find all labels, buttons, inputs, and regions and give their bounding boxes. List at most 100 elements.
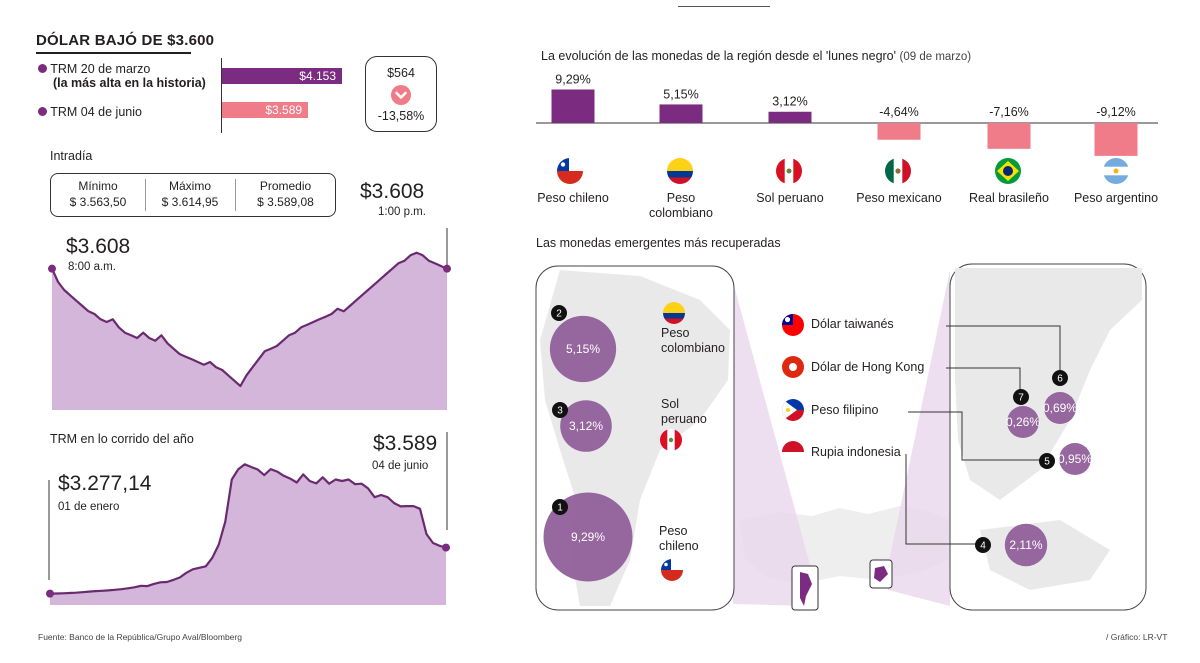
zoom-cone-latam (733, 282, 812, 606)
taiwan-leader (946, 325, 1061, 372)
region-category-label: Sol peruano (735, 191, 845, 206)
region-title-note: (09 de marzo) (899, 51, 972, 63)
flag-indonesia-icon (782, 441, 804, 463)
region-category-line: Peso argentino (1073, 191, 1159, 205)
trm-now-label: TRM 04 de junio (50, 105, 142, 119)
ytd-end-date: 04 de junio (372, 460, 429, 472)
stat-divider (235, 179, 236, 211)
region-value-label: 9,29% (555, 73, 590, 87)
rank-badge-number: 3 (557, 406, 563, 417)
region-bar (877, 123, 921, 140)
flag-colombia-icon (667, 158, 693, 184)
label-chile: Peso chileno (659, 524, 699, 554)
recovery-value-label: 5,15% (566, 342, 600, 356)
intraday-area (52, 252, 447, 410)
ytd-end-value: $3.589 (373, 432, 438, 455)
flag-peru-icon (776, 158, 802, 184)
intraday-end-value: $3.608 (360, 180, 425, 203)
rank-badge-number: 4 (980, 541, 986, 552)
label-chile-line2: chileno (659, 539, 699, 553)
label-hongkong: Dólar de Hong Kong (811, 360, 925, 374)
recovery-bubble (560, 400, 612, 452)
zoom-cone-asia (888, 270, 950, 606)
region-value-label: -4,64% (879, 105, 919, 119)
recovery-value-label: 0,95% (1058, 452, 1092, 466)
stat-avg: Promedio $ 3.589,08 (236, 174, 335, 216)
region-bar (659, 104, 703, 123)
label-peru: Sol peruano (661, 397, 707, 427)
region-bar (551, 89, 595, 123)
label-colombia-line2: colombiano (661, 341, 725, 355)
change-pct: -13,58% (377, 109, 425, 123)
stat-divider (145, 179, 146, 211)
region-category-line: Real brasileño (969, 191, 1049, 205)
recovery-value-label: 0,69% (1043, 401, 1077, 415)
region-value-label: 5,15% (663, 87, 698, 101)
source-note: Fuente: Banco de la República/Grupo Aval… (38, 632, 242, 642)
title-rule (36, 52, 191, 54)
asia-locator-shape (874, 566, 888, 582)
region-category-line: colombiano (649, 206, 713, 220)
trm-high-bar: $4.153 (222, 68, 342, 84)
label-peru-line1: Sol (661, 397, 680, 411)
flag-peru-small-icon (660, 429, 682, 451)
region-category-label: Peso mexicano (844, 191, 954, 206)
trm-now-legend: TRM 04 de junio (38, 105, 142, 120)
flag-chile-small-icon (661, 559, 683, 581)
region-value-label: -9,12% (1096, 105, 1136, 119)
region-category-label: Peso colombiano (626, 191, 736, 221)
intraday-line (51, 251, 448, 388)
region-category-line: Sol peruano (756, 191, 824, 205)
rank-badge-number: 7 (1018, 393, 1024, 404)
region-value-label: 3,12% (772, 95, 807, 109)
flag-mexico-icon (885, 158, 911, 184)
trm-high-legend: TRM 20 de marzo (38, 62, 150, 77)
trm-high-label: TRM 20 de marzo (50, 62, 151, 76)
rank-badge-number: 6 (1057, 374, 1063, 385)
stat-avg-value: $ 3.589,08 (257, 195, 314, 209)
label-indonesia: Rupia indonesia (811, 445, 901, 459)
recovery-bubble (549, 315, 617, 383)
legend-dot-icon (38, 64, 47, 73)
change-abs: $564 (387, 66, 415, 80)
flag-philippines-icon (782, 399, 804, 421)
region-bar (1094, 123, 1138, 156)
region-title-text: La evolución de las monedas de la región… (541, 49, 897, 63)
hongkong-leader (946, 367, 1021, 394)
recovery-bubble (1004, 523, 1048, 567)
credit-note: / Gráfico: LR-VT (1106, 632, 1168, 642)
stat-max-label: Máximo (168, 179, 211, 193)
stat-min-label: Mínimo (78, 179, 118, 193)
rank-badge (975, 537, 991, 553)
flag-hongkong-icon (782, 356, 804, 378)
rank-badge (1052, 370, 1068, 386)
intraday-end-marker (443, 264, 451, 273)
intraday-end-time: 1:00 p.m. (378, 206, 426, 218)
stat-avg-label: Promedio (259, 179, 312, 193)
philippines-leader (908, 411, 1040, 461)
stat-min: Mínimo $ 3.563,50 (51, 174, 145, 216)
stat-max-value: $ 3.614,95 (161, 195, 219, 209)
label-philippines: Peso filipino (811, 403, 879, 417)
flag-brazil-icon (995, 158, 1021, 184)
stat-min-value: $ 3.563,50 (69, 195, 127, 209)
trm-high-note: (la más alta en la historia) (53, 76, 206, 90)
ytd-start-date: 01 de enero (58, 501, 120, 513)
flag-colombia-small-icon (663, 302, 685, 324)
legend-dot-icon (38, 107, 47, 116)
label-peru-line2: peruano (661, 412, 707, 426)
region-category-line: Peso chileno (537, 191, 609, 205)
intraday-chart (46, 228, 451, 605)
recovery-bubble (1044, 392, 1076, 424)
region-title: La evolución de las monedas de la región… (541, 49, 971, 63)
region-category-label: Peso argentino (1061, 191, 1171, 206)
region-category-line: Peso mexicano (856, 191, 942, 205)
label-chile-line1: Peso (659, 524, 688, 538)
page-title: DÓLAR BAJÓ DE $3.600 (36, 32, 215, 49)
recovery-value-label: 0,26% (1006, 415, 1040, 429)
intraday-start-value: $3.608 (66, 235, 131, 258)
ytd-end-marker (442, 543, 450, 552)
change-box: $564 -13,58% (365, 56, 437, 132)
latam-locator-shape (800, 572, 812, 606)
region-category-label: Peso chileno (518, 191, 628, 206)
